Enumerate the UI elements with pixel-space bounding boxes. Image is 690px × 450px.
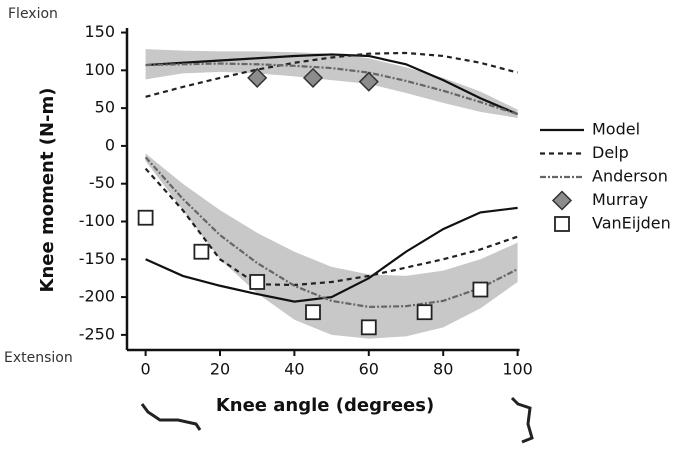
- point: [305, 304, 321, 321]
- point: [358, 71, 379, 92]
- point: [193, 243, 210, 260]
- y-tick-label: -200: [79, 287, 115, 306]
- point: [472, 281, 489, 298]
- y-axis-label: Knee moment (N-m): [37, 88, 58, 293]
- point: [416, 304, 433, 321]
- legend-swatch: [554, 216, 570, 232]
- point: [360, 319, 377, 336]
- annotation: Flexion: [8, 6, 58, 22]
- y-tick-label: -250: [79, 324, 115, 343]
- legend-swatch: [551, 190, 573, 211]
- x-tick-label: 100: [502, 360, 533, 379]
- line: [144, 51, 518, 287]
- point: [137, 209, 154, 226]
- x-tick-label: 0: [141, 360, 151, 379]
- annotation: Extension: [4, 350, 73, 366]
- line: [145, 53, 519, 303]
- legend-label: Anderson: [592, 167, 668, 186]
- y-tick-label: -150: [79, 249, 115, 268]
- x-tick-label: 20: [210, 360, 230, 379]
- band: [145, 49, 518, 339]
- y-tick-label: 100: [84, 60, 115, 79]
- legend-label: Murray: [592, 190, 648, 209]
- leg-icon: [140, 396, 534, 444]
- y-tick-label: 150: [84, 22, 115, 41]
- y-tick-label: -50: [89, 173, 115, 192]
- x-tick-label: 40: [284, 360, 304, 379]
- point: [302, 67, 324, 88]
- x-axis-label: Knee angle (degrees): [216, 395, 434, 416]
- point: [247, 67, 268, 88]
- y-tick-label: 50: [95, 98, 115, 117]
- x-tick-label: 80: [433, 360, 453, 379]
- line: [144, 62, 519, 309]
- y-tick-label: -100: [79, 211, 115, 230]
- legend-label: Delp: [592, 143, 629, 162]
- point: [249, 274, 266, 290]
- legend-label: Model: [592, 120, 640, 139]
- legend-label: VanEijden: [592, 214, 671, 233]
- y-tick-label: 0: [105, 135, 115, 154]
- x-tick-label: 60: [359, 360, 379, 379]
